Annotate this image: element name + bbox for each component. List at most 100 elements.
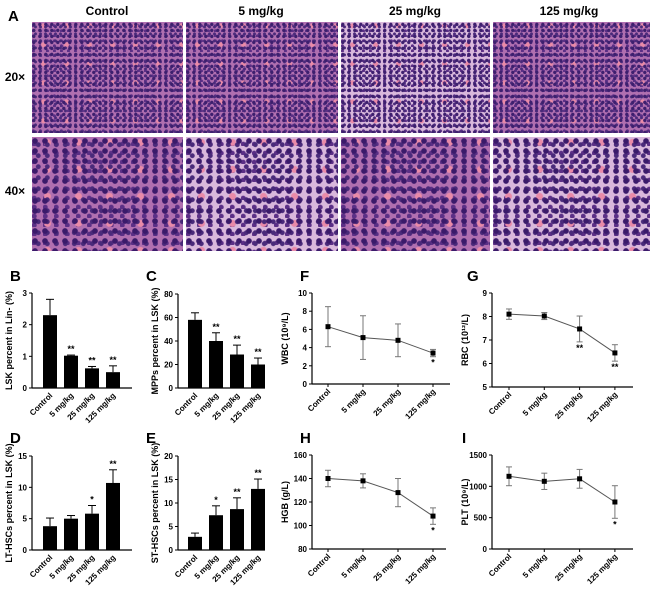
significance-marker: ** [109, 355, 117, 365]
y-tick-label: 6 [303, 325, 308, 334]
panel-label: I [462, 430, 466, 447]
y-axis-label: HGB (g/L) [280, 481, 290, 523]
column-header-control: Control [85, 4, 129, 18]
significance-marker: * [90, 495, 94, 505]
y-axis-label: ST-HSCs percent in LSK (%) [150, 443, 160, 564]
significance-marker: ** [254, 468, 262, 478]
panel-label: H [300, 430, 311, 447]
y-tick-label: 60 [164, 314, 173, 323]
column-header-5mg: 5 mg/kg [238, 4, 284, 18]
x-tick-label: 25 mg/kg [372, 387, 403, 418]
y-tick-label: 2 [23, 321, 28, 330]
row-header-20x: 20× [4, 70, 26, 84]
y-tick-label: 10 [164, 499, 173, 508]
data-point [395, 337, 401, 343]
data-point [360, 335, 366, 341]
y-tick-label: 0 [23, 384, 28, 393]
y-tick-label: 0 [303, 380, 308, 389]
data-point [541, 313, 547, 319]
y-tick-label: 4 [303, 344, 308, 353]
y-tick-label: 5 [483, 383, 488, 392]
y-tick-label: 1500 [469, 451, 487, 460]
panel-label: G [467, 268, 479, 285]
significance-marker: * [431, 358, 435, 368]
x-tick-label: 5 mg/kg [340, 552, 368, 580]
y-tick-label: 120 [294, 498, 308, 507]
y-tick-label: 0 [23, 546, 28, 555]
histology-image-5mg-40x [186, 137, 338, 251]
y-axis-label: PLT (10⁹/L) [460, 478, 470, 525]
y-tick-label: 15 [18, 452, 27, 461]
y-axis-label: LSK percent in Lin- (%) [4, 291, 14, 390]
bar [64, 518, 78, 550]
y-tick-label: 80 [298, 545, 307, 554]
y-tick-label: 160 [294, 451, 308, 460]
y-tick-label: 10 [298, 289, 307, 298]
data-point [541, 478, 547, 484]
x-tick-label: 5 mg/kg [340, 387, 368, 415]
bar [230, 354, 244, 388]
y-tick-label: 2 [303, 362, 308, 371]
y-tick-label: 1 [23, 352, 28, 361]
y-tick-label: 9 [483, 289, 488, 298]
histology-image-5mg-20x [186, 22, 338, 133]
x-tick-label: 5 mg/kg [521, 390, 549, 418]
y-tick-label: 5 [23, 515, 28, 524]
bar [251, 364, 265, 388]
data-point [506, 311, 512, 317]
y-tick-label: 500 [474, 514, 488, 523]
x-tick-label: 125 mg/kg [403, 552, 437, 586]
significance-marker: ** [109, 459, 117, 469]
y-axis-label: LT-HSCs percent in LSK (%) [4, 443, 14, 562]
significance-marker: ** [67, 344, 75, 354]
y-tick-label: 5 [169, 523, 174, 532]
x-tick-label: Control [306, 552, 332, 578]
significance-marker: ** [88, 355, 96, 365]
data-point [395, 490, 401, 496]
bar [209, 515, 223, 550]
bar [188, 536, 202, 550]
chart-h: H 80 100 120 140 160 HGB (g/L) Control 5 mg/kg 25… [280, 430, 446, 586]
x-tick-label: 125 mg/kg [403, 387, 437, 421]
significance-marker: * [214, 495, 218, 505]
histology-image-125mg-20x [493, 22, 650, 133]
column-header-125mg: 125 mg/kg [539, 4, 599, 18]
bar [106, 482, 120, 550]
data-point [325, 324, 331, 330]
data-point [325, 476, 331, 481]
significance-marker: ** [611, 362, 619, 372]
column-header-25mg: 25 mg/kg [388, 4, 442, 18]
x-tick-label: 125 mg/kg [585, 390, 619, 424]
y-tick-label: 20 [164, 452, 173, 461]
chart-g: G 5 6 7 8 9 RBC (10¹²/L) Control 5 mg/kg ** 25 mg/… [460, 268, 633, 424]
data-point [430, 350, 436, 356]
series-line [508, 313, 616, 354]
histology-image-25mg-40x [341, 137, 490, 251]
x-tick-label: 25 mg/kg [553, 552, 584, 583]
data-point [612, 350, 618, 356]
y-axis-label: WBC (10⁹/L) [280, 312, 290, 364]
bar [251, 488, 265, 550]
panel-label: D [10, 430, 21, 447]
series-line [327, 326, 434, 354]
bar [85, 513, 99, 550]
y-axis-label: MPPs percent in LSK (%) [150, 287, 160, 394]
data-point [430, 513, 436, 519]
bar [188, 319, 202, 388]
histology-image-125mg-40x [493, 137, 650, 251]
y-tick-label: 0 [483, 545, 488, 554]
significance-marker: ** [576, 343, 584, 353]
y-tick-label: 0 [169, 384, 174, 393]
y-tick-label: 80 [164, 290, 173, 299]
significance-marker: ** [233, 487, 241, 497]
y-tick-label: 3 [23, 289, 28, 298]
histology-image-25mg-20x [341, 22, 490, 133]
chart-f: F 0 2 4 6 8 10 WBC (10⁹/L) Control 5 mg/kg 25 mg/k… [280, 268, 450, 421]
panel-label: C [146, 268, 157, 285]
y-tick-label: 8 [303, 307, 308, 316]
y-tick-label: 140 [294, 475, 308, 484]
x-tick-label: Control [487, 390, 513, 416]
